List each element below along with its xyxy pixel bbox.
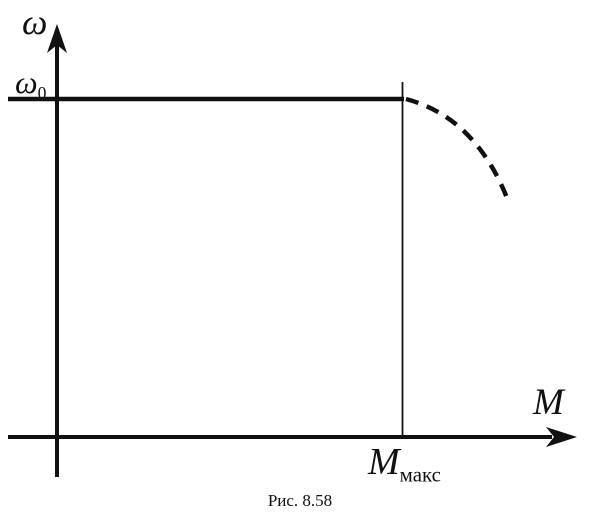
dashed-droop-curve [405,96,512,204]
m-max-base-text: M [368,441,400,483]
x-axis-title: M [533,384,564,421]
omega0-base-text: ω [15,64,38,100]
m-max-tick-label: Mмакс [368,441,441,485]
y-axis-title: ω [22,4,47,40]
y-axis-arrowhead-icon [47,24,67,53]
x-axis-title-text: M [533,382,564,423]
figure-caption: Рис. 8.58 [267,491,333,510]
x-axis-arrowhead-icon [546,427,577,447]
omega0-tick-label: ω0 [15,64,46,102]
y-axis-title-text: ω [22,2,48,42]
omega0-subscript: 0 [37,83,47,104]
m-max-subscript: макс [399,462,441,487]
